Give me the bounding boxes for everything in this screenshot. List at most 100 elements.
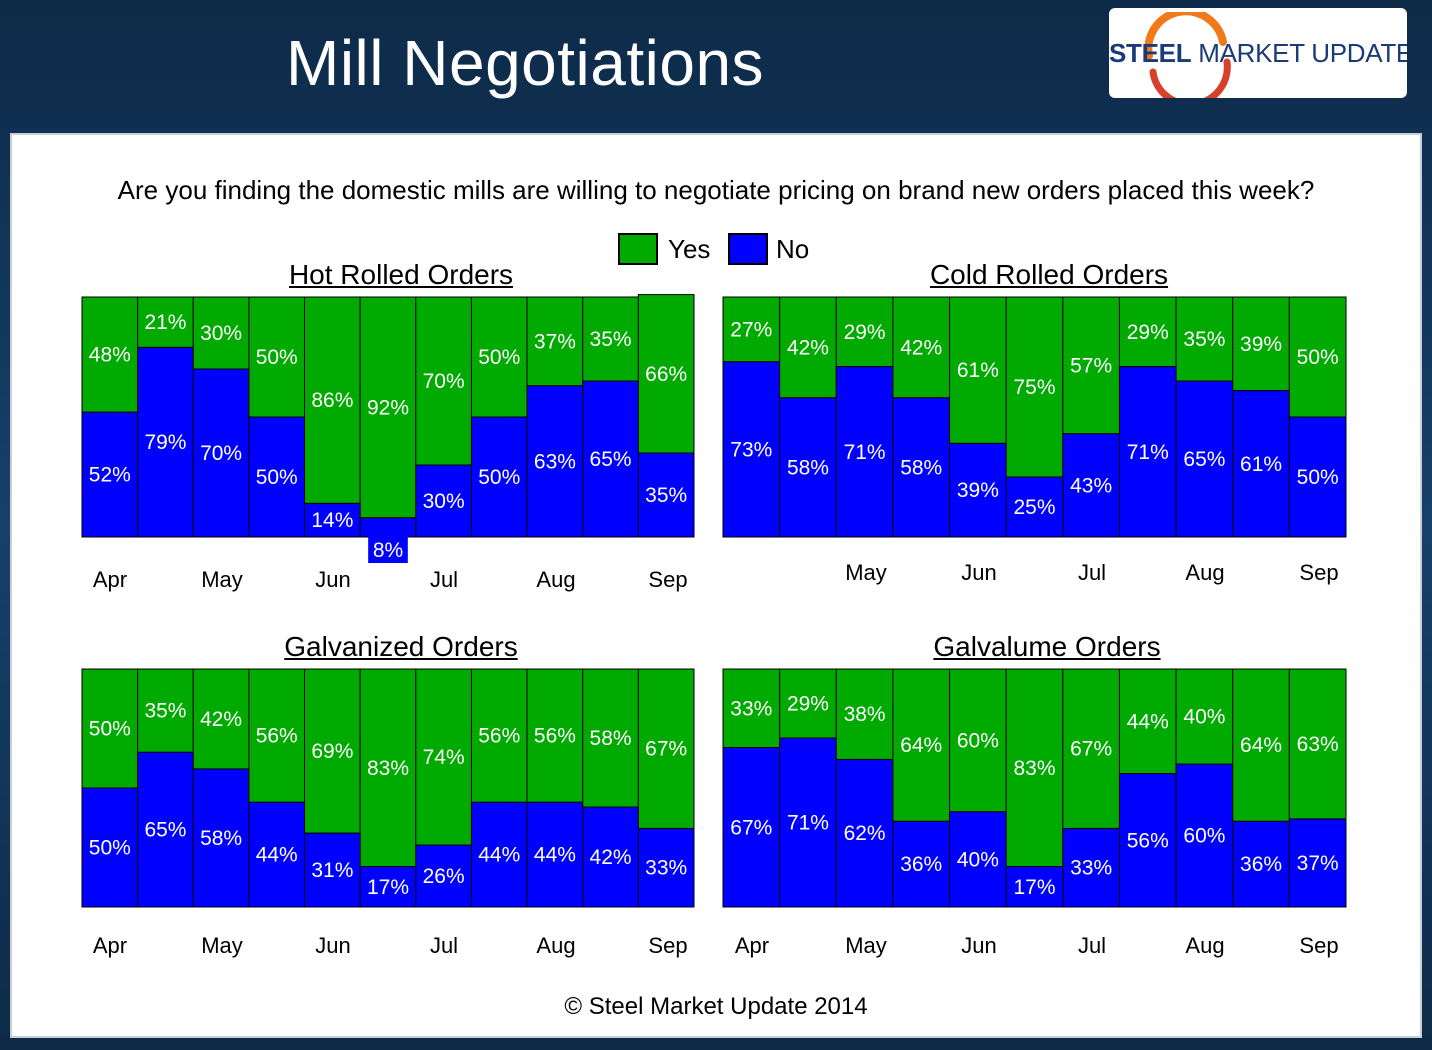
- hot-rolled-chart-title: Hot Rolled Orders: [288, 259, 514, 290]
- bar-yes: [582, 296, 639, 382]
- data-label-yes: 57%: [1070, 354, 1112, 377]
- data-label-yes: 70%: [423, 370, 465, 393]
- bar-yes: [304, 668, 361, 834]
- bar-no: [1062, 827, 1120, 908]
- data-label-yes: 29%: [1127, 321, 1169, 344]
- bar-no: [637, 827, 695, 908]
- data-label-no: 58%: [900, 456, 942, 479]
- bar-no: [582, 806, 639, 908]
- bar-no: [248, 416, 306, 538]
- data-label-no: 42%: [590, 846, 632, 869]
- bar-yes: [835, 296, 894, 368]
- bar-no: [526, 801, 584, 908]
- bar-yes: [637, 294, 695, 454]
- data-label-yes: 50%: [478, 346, 520, 369]
- bar-yes: [248, 668, 306, 803]
- x-tick-label: May: [845, 933, 887, 958]
- bar-yes: [415, 668, 472, 846]
- bar-yes: [1005, 296, 1064, 478]
- bar-yes: [582, 668, 639, 808]
- galvalume-chart-title: Galvalume Orders: [933, 631, 1161, 662]
- data-label-no: 40%: [957, 848, 999, 871]
- data-label-no: 17%: [1013, 876, 1055, 899]
- data-label-no: 58%: [200, 827, 242, 850]
- x-tick-label: May: [201, 933, 243, 958]
- legend-yes-label: Yes: [668, 234, 711, 264]
- bar-no: [304, 502, 361, 538]
- data-label-no: 39%: [957, 479, 999, 502]
- logo-swoosh-icon: [1144, 12, 1231, 98]
- data-label-yes: 74%: [423, 746, 465, 769]
- data-label-yes: 37%: [534, 330, 576, 353]
- bar-yes: [1118, 296, 1177, 368]
- data-label-yes: 92%: [367, 396, 409, 419]
- bar-no: [722, 361, 781, 538]
- bar-yes: [722, 296, 781, 363]
- data-label-yes: 69%: [311, 740, 353, 763]
- bar-yes: [1232, 668, 1290, 822]
- bar-no: [415, 464, 472, 538]
- bar-no: [137, 751, 194, 908]
- data-label-yes: 67%: [645, 738, 687, 761]
- bar-yes: [415, 296, 472, 466]
- x-tick-label: Apr: [735, 933, 769, 958]
- data-label-yes: 50%: [1297, 346, 1339, 369]
- bar-yes: [1232, 296, 1290, 392]
- data-label-yes: 42%: [900, 336, 942, 359]
- bar-no: [949, 811, 1007, 908]
- data-label-no: 50%: [1297, 466, 1339, 489]
- data-label-no: 61%: [1240, 453, 1282, 476]
- bar-yes: [137, 668, 194, 753]
- data-label-yes: 35%: [590, 328, 632, 351]
- bar-yes: [949, 668, 1007, 813]
- bar-no: [192, 768, 250, 908]
- bar-no: [359, 517, 417, 538]
- bar-yes: [1175, 296, 1234, 382]
- data-label-yes: 61%: [957, 359, 999, 382]
- x-tick-label: Jul: [1078, 933, 1106, 958]
- data-label-no: 71%: [844, 441, 886, 464]
- bar-no: [835, 366, 894, 538]
- bar-yes: [1175, 668, 1234, 765]
- bar-no: [359, 866, 417, 908]
- bar-no: [1005, 866, 1064, 908]
- bar-no: [415, 844, 472, 908]
- bar-yes: [1288, 296, 1347, 418]
- x-tick-label: Jun: [961, 933, 996, 958]
- bar-yes: [304, 296, 361, 504]
- data-label-yes: 83%: [1013, 757, 1055, 780]
- bar-yes: [137, 296, 194, 348]
- bar-no: [582, 380, 639, 538]
- data-label-no: 50%: [89, 837, 131, 860]
- data-label-no: 63%: [534, 450, 576, 473]
- data-label-yes: 40%: [1183, 706, 1225, 729]
- bar-no: [1288, 416, 1347, 538]
- data-label-no: 50%: [256, 466, 298, 489]
- x-tick-label: Sep: [1299, 933, 1338, 958]
- bar-no: [470, 801, 528, 908]
- data-label-yes: 58%: [590, 727, 632, 750]
- data-label-no: 71%: [1127, 441, 1169, 464]
- data-label-yes: 29%: [844, 321, 886, 344]
- x-tick-label: Jun: [315, 933, 350, 958]
- bar-no: [722, 747, 781, 908]
- data-label-yes: 48%: [89, 344, 131, 367]
- cold-rolled-chart: 27% 73% 42% 58% 29% 71% 42% 58% 61% 39% 75% 25% 57% 4…: [722, 296, 1347, 585]
- galvalume-chart: 33% 67% 29% 71% 38% 62% 64% 36% 60% 40% 83% 17% 67% 3…: [722, 668, 1347, 958]
- data-label-yes: 66%: [645, 363, 687, 386]
- survey-question: Are you finding the domestic mills are w…: [117, 175, 1315, 205]
- data-label-no: 73%: [730, 438, 772, 461]
- data-label-no: 71%: [787, 812, 829, 835]
- data-label-yes: 56%: [534, 725, 576, 748]
- bar-yes: [359, 296, 417, 519]
- bar-no: [835, 758, 894, 908]
- x-tick-label: May: [201, 567, 243, 592]
- galvanized-chart-title: Galvanized Orders: [284, 631, 518, 662]
- bar-no: [248, 801, 306, 908]
- x-tick-label: Apr: [93, 567, 127, 592]
- x-tick-label: Apr: [93, 933, 127, 958]
- data-label-no: 70%: [200, 442, 242, 465]
- data-label-no: 65%: [590, 448, 632, 471]
- data-label-no: 44%: [478, 844, 520, 867]
- data-label-yes: 21%: [144, 311, 186, 334]
